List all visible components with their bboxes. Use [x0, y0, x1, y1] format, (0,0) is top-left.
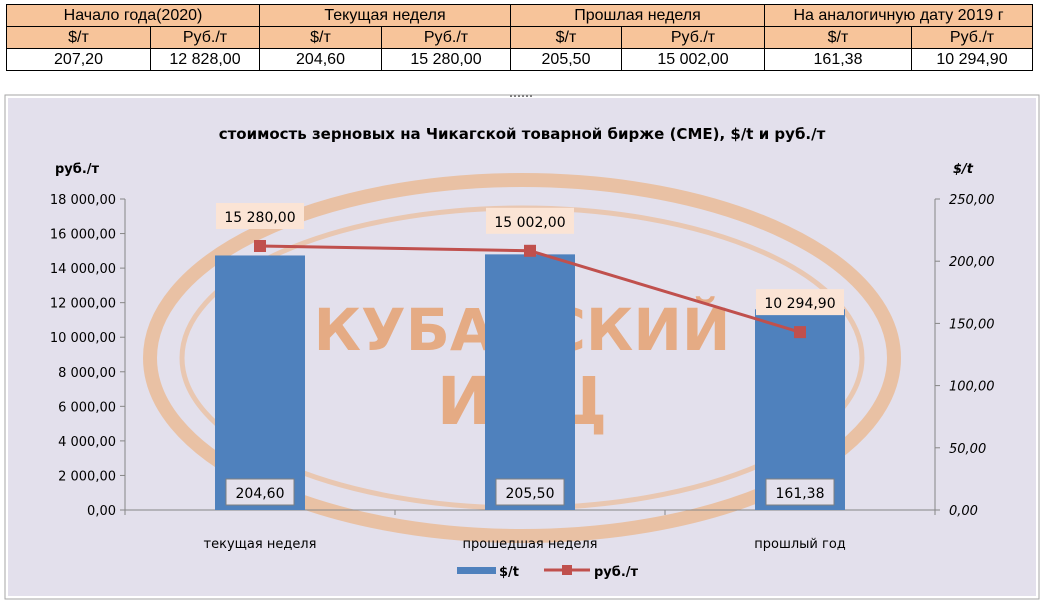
left-tick-label: 2 000,00: [58, 469, 116, 484]
left-tick-label: 0,00: [87, 504, 116, 519]
table-cell: 205,50: [510, 48, 622, 71]
bar-label: 204,60: [236, 486, 285, 502]
bar-label: 161,38: [776, 486, 825, 502]
bar: [485, 254, 575, 510]
table-cell: 10 294,90: [910, 48, 1034, 71]
data-labels: 204,60 205,50 161,38 15 280,00 15 002,00 10 2…: [216, 202, 844, 506]
left-tick-label: 12 000,00: [50, 297, 116, 312]
table-group-header: На аналогичную дату 2019 г: [763, 4, 1034, 27]
line-label: 10 294,90: [764, 296, 835, 312]
table-cell: 12 828,00: [150, 48, 260, 71]
legend-bar-swatch: [457, 567, 496, 574]
table-subheader: Руб./т: [621, 26, 765, 49]
line-marker: [794, 326, 806, 339]
bar-label-box: [225, 478, 295, 506]
x-tick-label: текущая неделя: [204, 537, 317, 552]
left-tick-label: 6 000,00: [58, 400, 116, 415]
line-series: [254, 239, 806, 339]
table-value-row: 207,20 12 828,00 204,60 15 280,00 205,50…: [6, 48, 1034, 71]
table-cell: 204,60: [259, 48, 382, 71]
bar-series: [215, 254, 845, 510]
right-axis-title: $/t: [953, 162, 974, 177]
line-label: 15 280,00: [224, 210, 295, 226]
legend: $/t руб./т: [457, 565, 639, 580]
chart-area[interactable]: КУБАНСКИЙИКЦ стоимость зерновых на Чикаг…: [4, 94, 1040, 600]
left-tick-label: 16 000,00: [50, 228, 116, 243]
left-axis-title: руб./т: [55, 162, 100, 177]
x-tick-label: прошедшая неделя: [462, 537, 597, 552]
line-marker: [254, 239, 266, 252]
line-label-box: [486, 207, 574, 234]
line-label-box: [216, 202, 304, 229]
right-tick-label: 150,00: [949, 317, 995, 332]
axes: 0,00 2 000,00 4 000,00 6 000,00 8 000,00 10 0…: [50, 193, 995, 552]
bar: [215, 255, 305, 510]
chart: КУБАНСКИЙИКЦ стоимость зерновых на Чикаг…: [4, 94, 1040, 600]
table-subheader: Руб./т: [150, 26, 260, 49]
right-tick-label: 50,00: [949, 442, 986, 457]
table-subheader: $/т: [510, 26, 622, 49]
line-label-box: [756, 289, 844, 316]
table-group-header: Начало года(2020): [6, 4, 260, 27]
table-cell: 207,20: [6, 48, 151, 71]
table-subheader: Руб./т: [381, 26, 511, 49]
table-subheader: $/т: [259, 26, 382, 49]
left-tick-label: 8 000,00: [58, 366, 116, 381]
x-tick-label: прошлый год: [754, 537, 846, 552]
bar-label: 205,50: [506, 486, 555, 502]
price-table: Начало года(2020) Текущая неделя Прошлая…: [6, 4, 1034, 71]
table-group-header-row: Начало года(2020) Текущая неделя Прошлая…: [6, 4, 1034, 27]
bar: [755, 309, 845, 510]
watermark-ring: [143, 173, 901, 543]
table-cell: 161,38: [764, 48, 912, 71]
table-subheader: $/т: [764, 26, 912, 49]
legend-line-label: руб./т: [594, 565, 639, 580]
table-group-header: Текущая неделя: [259, 4, 511, 27]
table-subheader: Руб./т: [910, 26, 1034, 49]
bar-label-box: [495, 478, 565, 506]
right-tick-label: 250,00: [949, 193, 995, 208]
bar-label-box: [765, 478, 835, 506]
table-subheader: $/т: [6, 26, 151, 49]
right-tick-label: 200,00: [949, 255, 995, 270]
table-cell: 15 002,00: [621, 48, 765, 71]
left-tick-label: 14 000,00: [50, 262, 116, 277]
left-tick-label: 18 000,00: [50, 193, 116, 208]
right-tick-label: 0,00: [949, 504, 978, 519]
line-marker: [524, 244, 536, 257]
table-group-header: Прошлая неделя: [510, 4, 765, 27]
right-tick-label: 100,00: [949, 380, 995, 395]
left-tick-label: 10 000,00: [50, 331, 116, 346]
legend-bar-label: $/t: [499, 565, 519, 580]
table-subheader-row: $/т Руб./т $/т Руб./т $/т Руб./т $/т Руб…: [6, 26, 1034, 49]
table-cell: 15 280,00: [381, 48, 511, 71]
legend-line-marker: [562, 565, 572, 575]
left-tick-label: 4 000,00: [58, 435, 116, 450]
chart-title: стоимость зерновых на Чикагской товарной…: [219, 125, 826, 143]
line-label: 15 002,00: [494, 215, 565, 231]
